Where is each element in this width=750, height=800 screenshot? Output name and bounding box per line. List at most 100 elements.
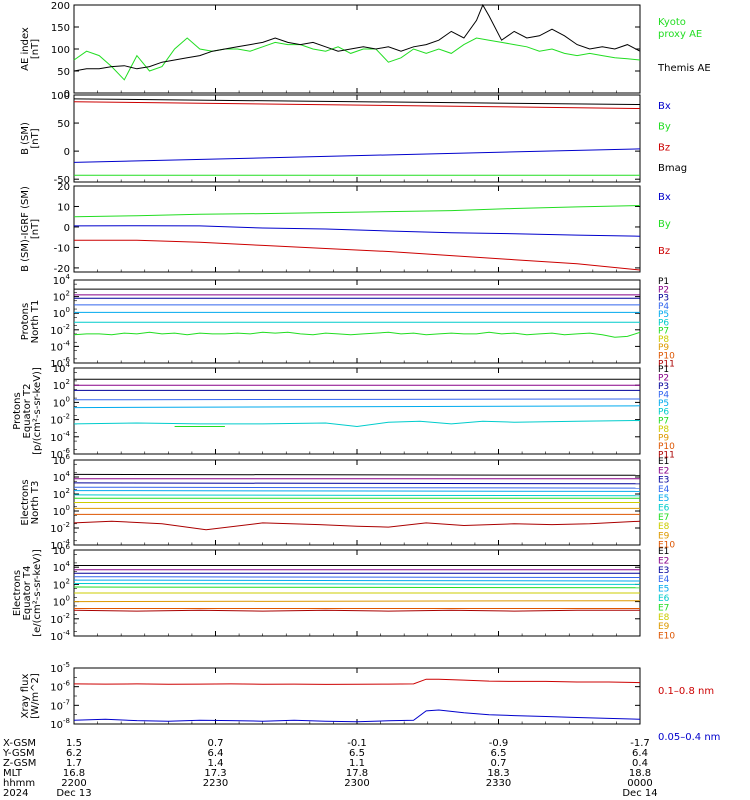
y-axis-label: [e/(cm²-s-sr-keV)] [32,549,43,637]
y-tick-label: 10-4 [50,629,70,643]
y-tick-label: 20 [57,182,70,193]
y-tick-label: 50 [57,119,70,130]
x-tick-label: 1.4 [208,758,224,769]
y-axis-label: [W/m^2] [30,673,41,719]
legend-entry: 0.05–0.4 nm [658,732,720,743]
x-tick-label: 17.3 [204,768,226,779]
series-line-0-1-0-8-nm [73,678,641,685]
y-tick-label: 200 [51,1,70,12]
legend-entry: proxy AE [658,29,702,40]
legend-entry: E2 [658,556,669,566]
panel-5: 10-6 10-4 10-2 100 102 104 Protons Equator T2 [p… [12,361,675,461]
series-line-themis-ae [73,3,641,72]
x-tick-label: 0.4 [632,758,648,769]
x-row-label: 2024 [3,788,28,799]
legend-entry: P4 [658,391,669,401]
legend-entry: Bz [658,246,670,257]
panel-7: 10-4 10-2 100 102 104 106 Electrons Equator T4[… [12,543,675,643]
legend-entry: P8 [658,335,669,345]
x-tick-label: 6.5 [491,748,507,759]
x-tick-label: 6.4 [208,748,224,759]
legend-entry: P2 [658,374,669,384]
y-tick-label: 100 [53,504,70,518]
y-tick-label: 0 [64,223,70,234]
series-line-bx [73,225,641,237]
legend-entry: P10 [658,442,675,452]
panel-4: 10-6 10-4 10-2 100 102 104 Protons North T1 P1P2… [20,273,675,370]
legend-entry: P1 [658,277,669,287]
x-row-label: X-GSM [3,738,36,749]
legend-entry: P4 [658,302,669,312]
series-line-e1 [73,473,641,476]
y-tick-label: 10-4 [50,538,70,552]
x-tick-label: 2200 [61,778,86,789]
legend-entry: P10 [658,351,675,361]
y-tick-label: 0 [64,147,70,158]
y-tick-label: 102 [53,577,70,591]
series-line-e9 [73,600,641,603]
panel-2: -50 0 50 100 B (SM) [nT] Bx By Bz Bmag [20,91,687,186]
legend-entry: P6 [658,408,669,418]
legend-entry: E5 [658,585,669,595]
x-tick-label: Dec 14 [622,788,657,799]
y-tick-label: 10-2 [50,413,70,427]
x-row-label: Z-GSM [3,758,36,769]
y-tick-label: 150 [51,23,70,34]
y-axis-label: North T1 [30,300,41,344]
y-axis-label: [nT] [30,39,41,59]
y-tick-label: 100 [53,395,70,409]
y-axis-label: Xray flux [20,674,31,719]
legend-entry: P11 [658,450,675,460]
y-tick-label: 102 [53,378,70,392]
legend-entry: P7 [658,416,669,426]
y-tick-label: 10-6 [50,447,70,461]
legend-entry: Themis AE [657,63,711,74]
legend-entry: Bx [658,192,671,203]
series-line-e7 [73,586,641,589]
legend-entry: P6 [658,318,669,328]
legend-entry: P1 [658,365,669,375]
x-tick-label: 1.5 [66,738,82,749]
series-line-e5 [73,490,641,492]
legend-entry: E9 [658,622,670,632]
legend-entry: E10 [658,541,675,551]
legend-entry: Bz [658,142,670,153]
x-tick-label: 18.8 [629,768,651,779]
legend-entry: E6 [658,594,670,604]
legend-entry: E7 [658,603,669,613]
x-axis-table: X-GSMY-GSMZ-GSMMLThhmm20241.56.21.716.82… [2,738,658,799]
legend-entry: P3 [658,382,669,392]
y-tick-label: 100 [53,595,70,609]
y-axis-label: Equator T2 [22,384,33,439]
x-tick-label: 2300 [344,778,369,789]
legend-entry: By [658,219,671,230]
x-tick-label: 17.8 [346,768,368,779]
series-line-p4 [73,398,641,401]
legend-entry: E2 [658,466,669,476]
x-tick-label: 6.4 [632,748,648,759]
legend-entry: E3 [658,566,669,576]
y-tick-label: 104 [53,560,71,574]
x-tick-label: 2330 [486,778,511,789]
y-axis-label: Equator T4 [22,566,33,621]
legend-entry: E5 [658,494,669,504]
y-tick-label: 10-5 [50,661,70,675]
panel-frame [73,4,641,94]
legend-entry: P8 [658,425,669,435]
y-tick-label: 10-2 [50,612,70,626]
panel-3: -20 -10 0 10 20 B (SM)-IGRF (SM) [nT] Bx By Bz [20,182,671,275]
y-axis-label: Protons [12,392,23,429]
panel-frame [73,367,641,455]
series-line-0-05-0-4-nm [73,709,641,723]
y-tick-label: 10-6 [50,680,70,694]
legend-entry: By [658,122,671,133]
y-tick-label: 106 [53,543,71,557]
x-tick-label: -0.1 [347,738,367,749]
x-tick-label: 6.2 [66,748,82,759]
x-tick-label: 1.7 [66,758,82,769]
y-axis-label: [p/(cm²-s-sr-keV)] [32,367,43,455]
series-line-bx [73,148,641,163]
legend-entry: 0.1–0.8 nm [658,686,714,697]
y-axis-label: B (SM) [20,122,31,155]
